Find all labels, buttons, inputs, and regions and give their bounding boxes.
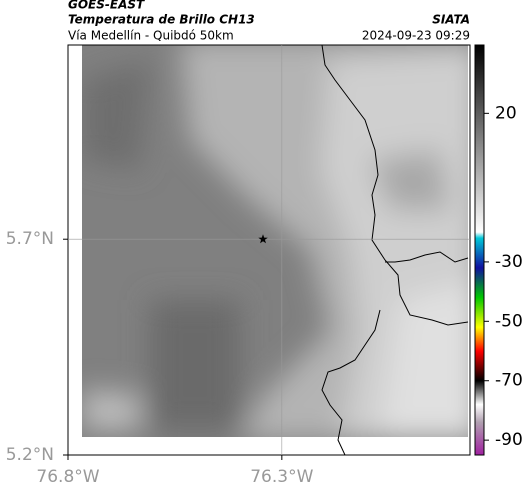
colorbar-tick-label: -50: [495, 311, 523, 331]
colorbar-tick-label: -30: [495, 252, 523, 272]
borders: [321, 44, 469, 456]
title: Temperatura de Brillo CH13: [68, 13, 255, 27]
x-tick-label: 76.3°W: [250, 467, 313, 487]
source: SIATA: [432, 13, 470, 27]
colorbar-tick-label: 20: [495, 103, 517, 123]
datetime: 2024-09-23 09:29: [362, 29, 470, 43]
colorbar: [474, 44, 485, 456]
colorbar-tick-label: -70: [495, 371, 523, 391]
location-marker: [258, 234, 268, 244]
imagery: [82, 45, 468, 437]
x-tick-label: 76.8°W: [36, 467, 99, 487]
map-frame: [67, 44, 471, 456]
subtitle: Vía Medellín - Quibdó 50km: [68, 29, 234, 43]
y-tick-label: 5.2°N: [6, 445, 54, 465]
satellite: GOES-EAST: [68, 0, 145, 12]
colorbar-tick-label: -90: [495, 430, 523, 450]
y-tick-label: 5.7°N: [6, 229, 54, 249]
